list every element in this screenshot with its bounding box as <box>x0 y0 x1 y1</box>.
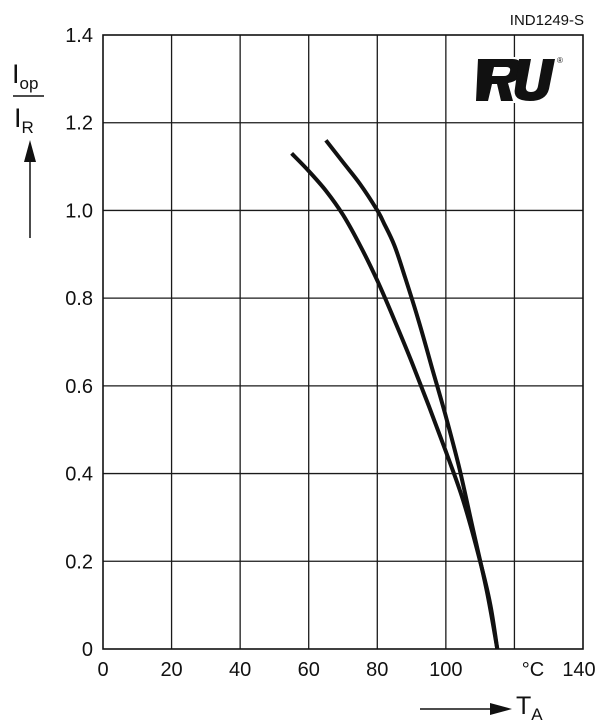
x-tick-label: 100 <box>429 659 462 681</box>
logo-u-glyph <box>514 59 555 101</box>
x-tick-label: 20 <box>160 659 182 681</box>
y-tick-label: 0.4 <box>65 464 93 486</box>
series-line-2 <box>324 139 500 650</box>
series-line-1 <box>290 152 500 650</box>
x-axis-label: TA <box>420 692 543 724</box>
y-tick-label: 1.2 <box>65 113 93 135</box>
y-label-denominator: IR <box>14 103 34 137</box>
logo-r-glyph <box>476 59 523 101</box>
y-tick-label: 0.6 <box>65 376 93 398</box>
y-tick-label: 0 <box>82 639 93 661</box>
logo-registered-mark: ® <box>557 56 563 65</box>
x-label-symbol: TA <box>516 692 543 724</box>
y-tick-labels: 0 0.2 0.4 0.6 0.8 1.0 1.2 1.4 <box>65 25 93 661</box>
x-tick-label: 60 <box>298 659 320 681</box>
curves <box>290 139 500 650</box>
x-unit-label: °C <box>522 659 544 681</box>
x-tick-labels: 0 20 40 60 80 100 140 <box>97 659 595 681</box>
x-tick-label: 80 <box>366 659 388 681</box>
x-tick-label: 0 <box>97 659 108 681</box>
y-tick-label: 0.8 <box>65 288 93 310</box>
x-tick-label: 140 <box>562 659 595 681</box>
x-tick-label: 40 <box>229 659 251 681</box>
y-label-numerator: Iop <box>12 59 38 93</box>
y-tick-label: 1.4 <box>65 25 93 47</box>
figure-code: IND1249-S <box>510 12 584 29</box>
y-tick-label: 0.2 <box>65 551 93 573</box>
plot-frame <box>102 34 584 650</box>
y-arrow-head <box>24 140 36 162</box>
grid <box>103 35 583 649</box>
x-arrow-head <box>490 703 512 715</box>
ur-logo: ® <box>476 56 563 103</box>
y-axis-label: Iop IR <box>12 59 44 238</box>
y-tick-label: 1.0 <box>65 200 93 222</box>
